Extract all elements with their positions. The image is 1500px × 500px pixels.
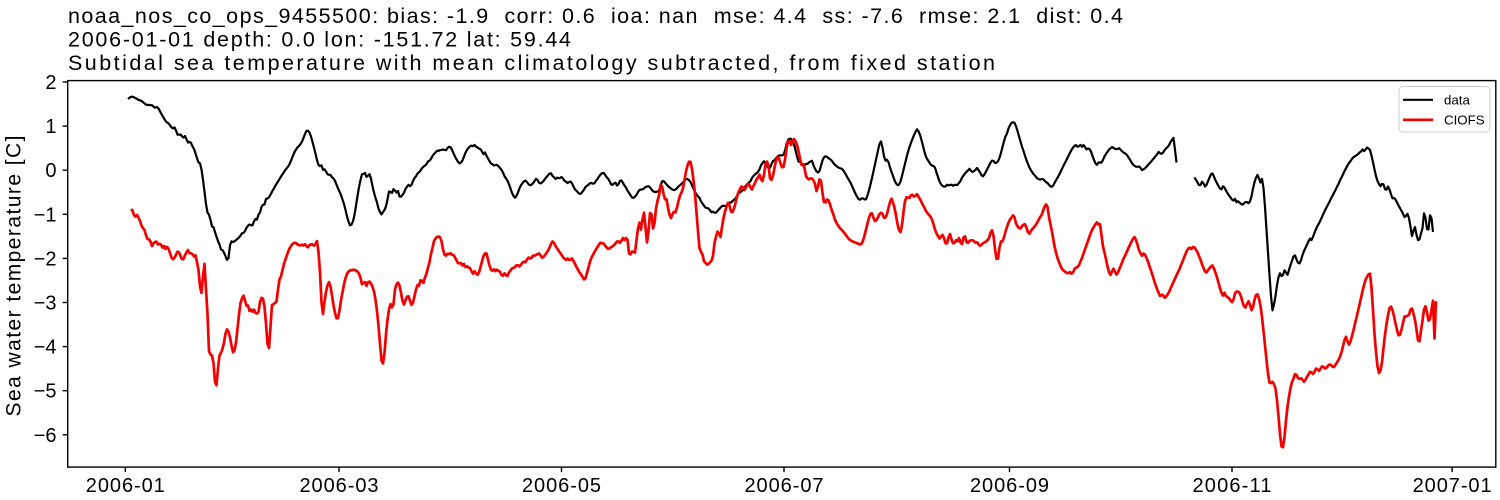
- svg-text:2006-11: 2006-11: [1193, 475, 1272, 497]
- svg-text:2006-07: 2006-07: [745, 475, 824, 497]
- svg-text:CIOFS: CIOFS: [1444, 112, 1485, 127]
- svg-text:−5: −5: [34, 381, 57, 403]
- svg-text:Sea water temperature [C]: Sea water temperature [C]: [3, 136, 26, 417]
- svg-text:2006-03: 2006-03: [300, 475, 379, 497]
- svg-text:2006-09: 2006-09: [970, 475, 1049, 497]
- svg-text:−4: −4: [34, 337, 57, 359]
- svg-text:2006-05: 2006-05: [522, 475, 601, 497]
- svg-text:−3: −3: [34, 293, 57, 315]
- svg-text:−2: −2: [34, 248, 57, 270]
- svg-text:data: data: [1444, 92, 1470, 107]
- svg-text:Subtidal sea temperature with: Subtidal sea temperature with mean clima…: [68, 51, 995, 75]
- svg-text:2006-01: 2006-01: [86, 475, 165, 497]
- svg-text:−1: −1: [34, 204, 57, 226]
- svg-text:1: 1: [45, 116, 56, 138]
- svg-text:0: 0: [45, 160, 56, 182]
- svg-text:−6: −6: [34, 425, 57, 447]
- svg-text:2: 2: [45, 72, 56, 94]
- svg-text:2007-01: 2007-01: [1413, 475, 1492, 497]
- svg-text:noaa_nos_co_ops_9455500: bias:: noaa_nos_co_ops_9455500: bias: -1.9 corr…: [68, 4, 1123, 28]
- svg-text:2006-01-01 depth: 0.0 lon: -15: 2006-01-01 depth: 0.0 lon: -151.72 lat: …: [68, 28, 571, 52]
